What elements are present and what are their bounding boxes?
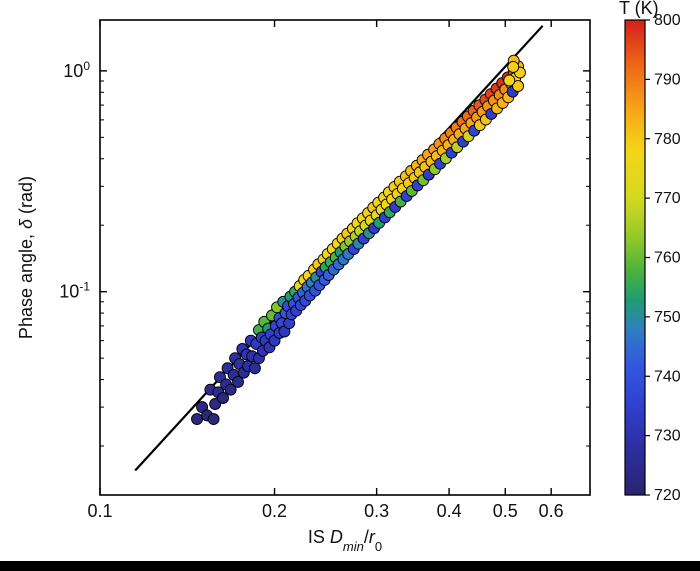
xtick-label: 0.4 — [437, 501, 462, 521]
colorbar-tick-label: 730 — [654, 428, 681, 445]
data-point — [208, 414, 219, 425]
xtick-label: 0.2 — [262, 501, 287, 521]
scatter-chart: 0.10.20.30.40.50.610-1100IS Dmin/r0Phase… — [0, 0, 700, 571]
colorbar-title: T (K) — [619, 0, 659, 18]
xtick-label: 0.6 — [539, 501, 564, 521]
bottom-border — [0, 561, 700, 571]
colorbar-tick-label: 740 — [654, 368, 681, 385]
colorbar-tick-label: 750 — [654, 309, 681, 326]
data-point — [508, 61, 519, 72]
xtick-label: 0.3 — [364, 501, 389, 521]
data-point — [192, 414, 203, 425]
ylabel: Phase angle, δ (rad) — [16, 176, 36, 339]
colorbar-tick-label: 780 — [654, 131, 681, 148]
data-point — [249, 363, 260, 374]
colorbar-tick-label: 720 — [654, 487, 681, 504]
colorbar-tick-label: 790 — [654, 71, 681, 88]
xtick-label: 0.5 — [493, 501, 518, 521]
colorbar — [625, 20, 645, 495]
xtick-label: 0.1 — [87, 501, 112, 521]
colorbar-tick-label: 770 — [654, 190, 681, 207]
colorbar-tick-label: 760 — [654, 250, 681, 267]
data-point — [504, 75, 515, 86]
